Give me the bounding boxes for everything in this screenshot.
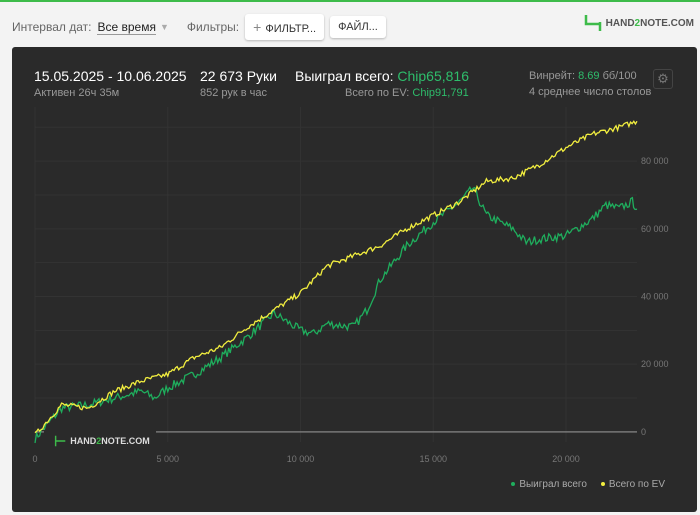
file-button[interactable]: ФАЙЛ...	[330, 16, 386, 38]
plus-icon: +	[253, 19, 262, 35]
legend-label: Всего по EV	[608, 479, 665, 490]
won-label: Выиграл всего:	[295, 68, 394, 84]
legend-dot-icon	[600, 482, 605, 487]
filters-label: Фильтры:	[186, 20, 240, 34]
winrate-value: 8.69	[578, 70, 600, 82]
logo-icon	[584, 15, 601, 31]
active-time: Активен 26ч 35м	[34, 87, 120, 99]
ev-label: Всего по EV:	[345, 87, 410, 99]
x-tick-label: 15 000	[420, 454, 448, 464]
brand-a: HAND	[605, 17, 635, 29]
chevron-down-icon[interactable]: ▼	[159, 22, 169, 32]
avg-tables: 4 среднее число столов	[529, 86, 652, 98]
watermark-logo-icon: ⊢	[54, 432, 67, 449]
ev-line	[34, 120, 638, 434]
wm-c: NOTE.COM	[101, 436, 150, 446]
won-total: Выиграл всего: Chip65,816	[295, 68, 469, 84]
y-tick-label: 0	[641, 427, 646, 437]
ev-total: Всего по EV: Chip91,791	[345, 87, 469, 99]
watermark: ⊢ HAND 2 NOTE.COM	[44, 430, 156, 452]
wm-a: HAND	[70, 436, 97, 446]
x-tick-label: 20 000	[552, 454, 580, 464]
brand-c: NOTE.COM	[640, 17, 694, 29]
hands-count: 22 673 Руки	[200, 68, 277, 84]
toolbar: Интервал дат: Все время ▼ Фильтры: + ФИЛЬ…	[12, 14, 386, 40]
legend-label: Выиграл всего	[519, 479, 587, 490]
y-tick-label: 60 000	[641, 224, 669, 234]
legend-item-ev[interactable]: Всего по EV	[600, 479, 665, 490]
legend-item-won[interactable]: Выиграл всего	[511, 479, 587, 490]
gear-icon[interactable]: ⚙	[653, 69, 673, 89]
interval-label: Интервал дат:	[12, 20, 92, 34]
brand-logo: HAND 2 NOTE.COM	[584, 14, 694, 32]
x-tick-label: 0	[32, 454, 37, 464]
profit-chart: 0 5 000 10 000 15 000 20 000 0 20 000 40 000 60 …	[32, 107, 669, 464]
filter-button[interactable]: + ФИЛЬТР...	[245, 14, 325, 40]
hands-per-hour: 852 рук в час	[200, 87, 268, 99]
filter-button-label: ФИЛЬТР...	[265, 23, 317, 35]
won-value: Chip65,816	[397, 68, 470, 84]
winrate-label: Винрейт:	[529, 70, 576, 82]
chart-legend: Выиграл всего Всего по EV	[511, 479, 665, 490]
won-line	[34, 185, 638, 444]
x-tick-label: 10 000	[287, 454, 315, 464]
winrate: Винрейт: 8.69 бб/100	[529, 70, 637, 82]
legend-dot-icon	[511, 482, 516, 487]
winrate-unit: бб/100	[602, 70, 637, 82]
graph-panel: 15.05.2025 - 10.06.2025 Активен 26ч 35м …	[12, 47, 697, 512]
date-range: 15.05.2025 - 10.06.2025	[34, 68, 187, 84]
y-tick-label: 80 000	[641, 156, 669, 166]
y-tick-label: 40 000	[641, 291, 669, 301]
brand-b: 2	[634, 17, 641, 29]
wm-b: 2	[96, 436, 102, 446]
ev-value: Chip91,791	[412, 87, 469, 99]
y-tick-label: 20 000	[641, 359, 669, 369]
x-tick-label: 5 000	[156, 454, 179, 464]
interval-select[interactable]: Все время	[97, 19, 156, 35]
